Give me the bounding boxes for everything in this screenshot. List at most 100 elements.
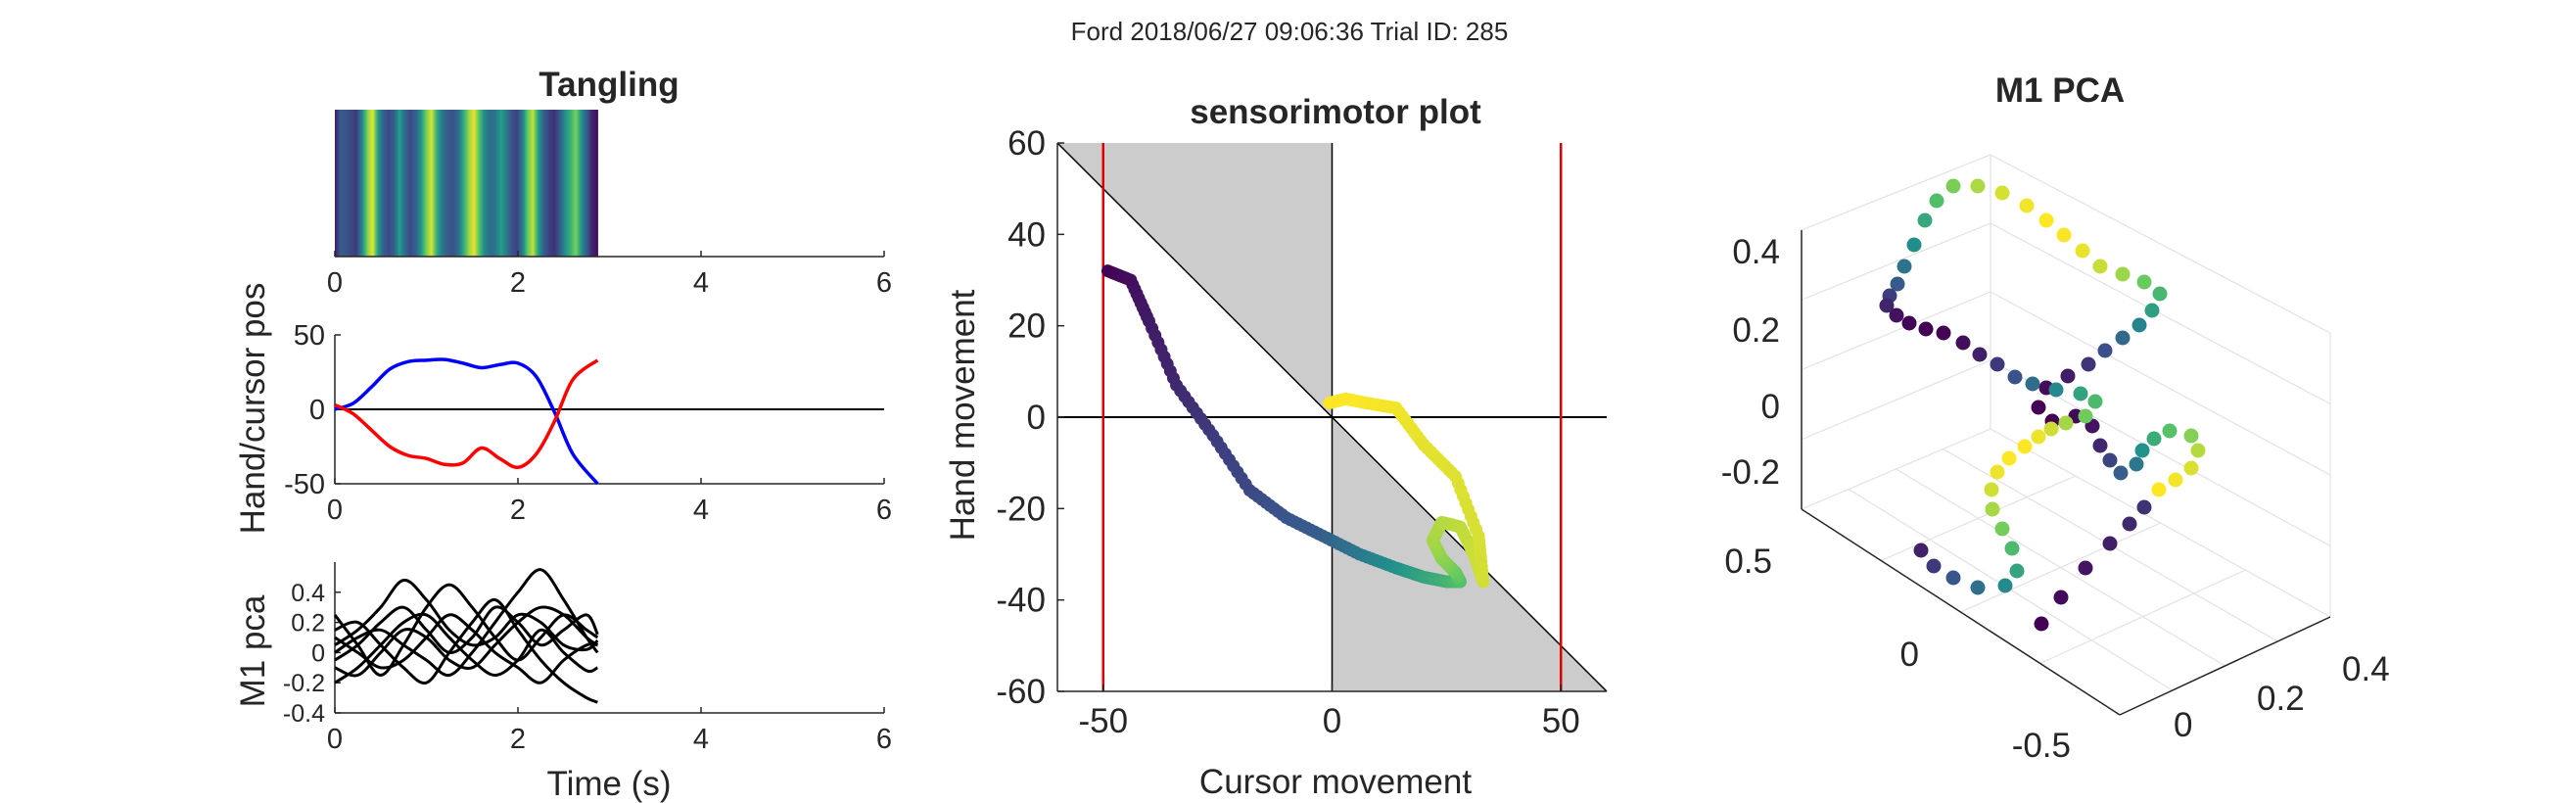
trajectory-point: [1890, 276, 1905, 292]
heat-cell: [549, 110, 551, 257]
cursor-position-line: [334, 358, 599, 470]
heat-cell: [592, 110, 595, 257]
sensorimotor-title: sensorimotor plot: [1190, 93, 1481, 131]
heat-cell: [452, 110, 455, 257]
heat-cell: [451, 110, 454, 257]
trajectory-point: [2025, 376, 2040, 392]
heat-cell: [566, 110, 568, 257]
heat-cell: [343, 110, 346, 257]
trajectory-point: [2131, 317, 2147, 333]
heat-cell: [349, 110, 351, 257]
heat-cell: [508, 110, 510, 257]
heat-cell: [341, 110, 343, 257]
heat-cell: [574, 110, 576, 257]
heat-cell: [443, 110, 445, 257]
heat-cell: [412, 110, 415, 257]
heat-cell: [391, 110, 393, 257]
heat-cell: [360, 110, 363, 257]
heat-cell: [479, 110, 482, 257]
heat-cell: [579, 110, 582, 257]
heat-cell: [564, 110, 566, 257]
heat-cell: [596, 110, 598, 257]
heat-cell: [393, 110, 395, 257]
y-tick-label: 60: [1007, 124, 1046, 163]
heat-cell: [490, 110, 492, 257]
heat-cell: [384, 110, 386, 257]
heat-cell: [550, 110, 553, 257]
heat-cell: [387, 110, 390, 257]
heat-cell: [426, 110, 428, 257]
heat-cell: [390, 110, 392, 257]
heat-cell: [531, 110, 533, 257]
heat-cell: [455, 110, 457, 257]
pca3d-axis-line: [2119, 616, 2331, 716]
x-tick-label: 4: [693, 267, 709, 299]
heat-cell: [466, 110, 468, 257]
heat-cell: [361, 110, 364, 257]
heat-cell: [379, 110, 382, 257]
heat-cell: [496, 110, 498, 257]
trajectory-point: [2136, 274, 2152, 290]
z-tick-label: 0: [1761, 388, 1780, 426]
heat-cell: [514, 110, 516, 257]
heat-cell: [532, 110, 534, 257]
heat-cell: [459, 110, 461, 257]
heat-cell: [581, 110, 583, 257]
trajectory-point: [2190, 443, 2206, 458]
x-tick-label: 0: [2174, 706, 2192, 744]
heat-cell: [350, 110, 351, 257]
heat-cell: [456, 110, 458, 257]
trajectory-point: [2183, 428, 2199, 444]
heat-cell: [506, 110, 508, 257]
trajectory-point: [1889, 307, 1904, 323]
heat-cell: [359, 110, 361, 257]
y-tick-label: -40: [996, 582, 1046, 620]
heat-cell: [422, 110, 424, 257]
pc-line: [334, 568, 599, 678]
heat-cell: [406, 110, 408, 257]
heat-cell: [591, 110, 593, 257]
heat-cell: [372, 110, 374, 257]
heat-cell: [413, 110, 415, 257]
heat-cell: [498, 110, 500, 257]
heat-cell: [578, 110, 581, 257]
trajectory-point: [2043, 421, 2059, 437]
trajectory-point: [2144, 303, 2160, 318]
heat-cell: [557, 110, 559, 257]
heat-cell: [507, 110, 509, 257]
heat-cell: [572, 110, 574, 257]
heat-cell: [384, 110, 387, 257]
heat-cell: [354, 110, 357, 257]
heat-cell: [339, 110, 341, 257]
heat-cell: [521, 110, 524, 257]
m1-pca-ylabel: M1 pca: [234, 594, 272, 707]
heat-cell: [401, 110, 404, 257]
heat-cell: [556, 110, 558, 257]
trajectory-point: [2058, 415, 2074, 431]
heat-cell: [500, 110, 503, 257]
trajectory-point: [1994, 521, 2010, 537]
y-tick-label: -0.2: [283, 670, 325, 697]
y-tick-label: -0.5: [2012, 727, 2071, 765]
heat-cell: [536, 110, 539, 257]
m1-pca-panel: M1 pca Time (s) 0 2 4 6-0.4-0.200.20.4: [234, 562, 892, 803]
heat-cell: [375, 110, 377, 257]
heat-cell: [509, 110, 512, 257]
heat-cell: [469, 110, 472, 257]
heat-cell: [499, 110, 501, 257]
trajectory-point: [2115, 330, 2131, 346]
y-tick-label: -50: [284, 469, 325, 500]
grid-line: [1801, 222, 1991, 301]
heat-cell: [392, 110, 394, 257]
heat-cell: [547, 110, 549, 257]
trajectory-point: [2078, 408, 2093, 424]
heat-cell: [441, 110, 443, 257]
heat-cell: [585, 110, 587, 257]
heat-cell: [460, 110, 463, 257]
heat-cell: [462, 110, 465, 257]
heat-cell: [478, 110, 481, 257]
heat-cell: [558, 110, 560, 257]
trajectory-point: [1945, 570, 1961, 586]
heat-cell: [439, 110, 441, 257]
